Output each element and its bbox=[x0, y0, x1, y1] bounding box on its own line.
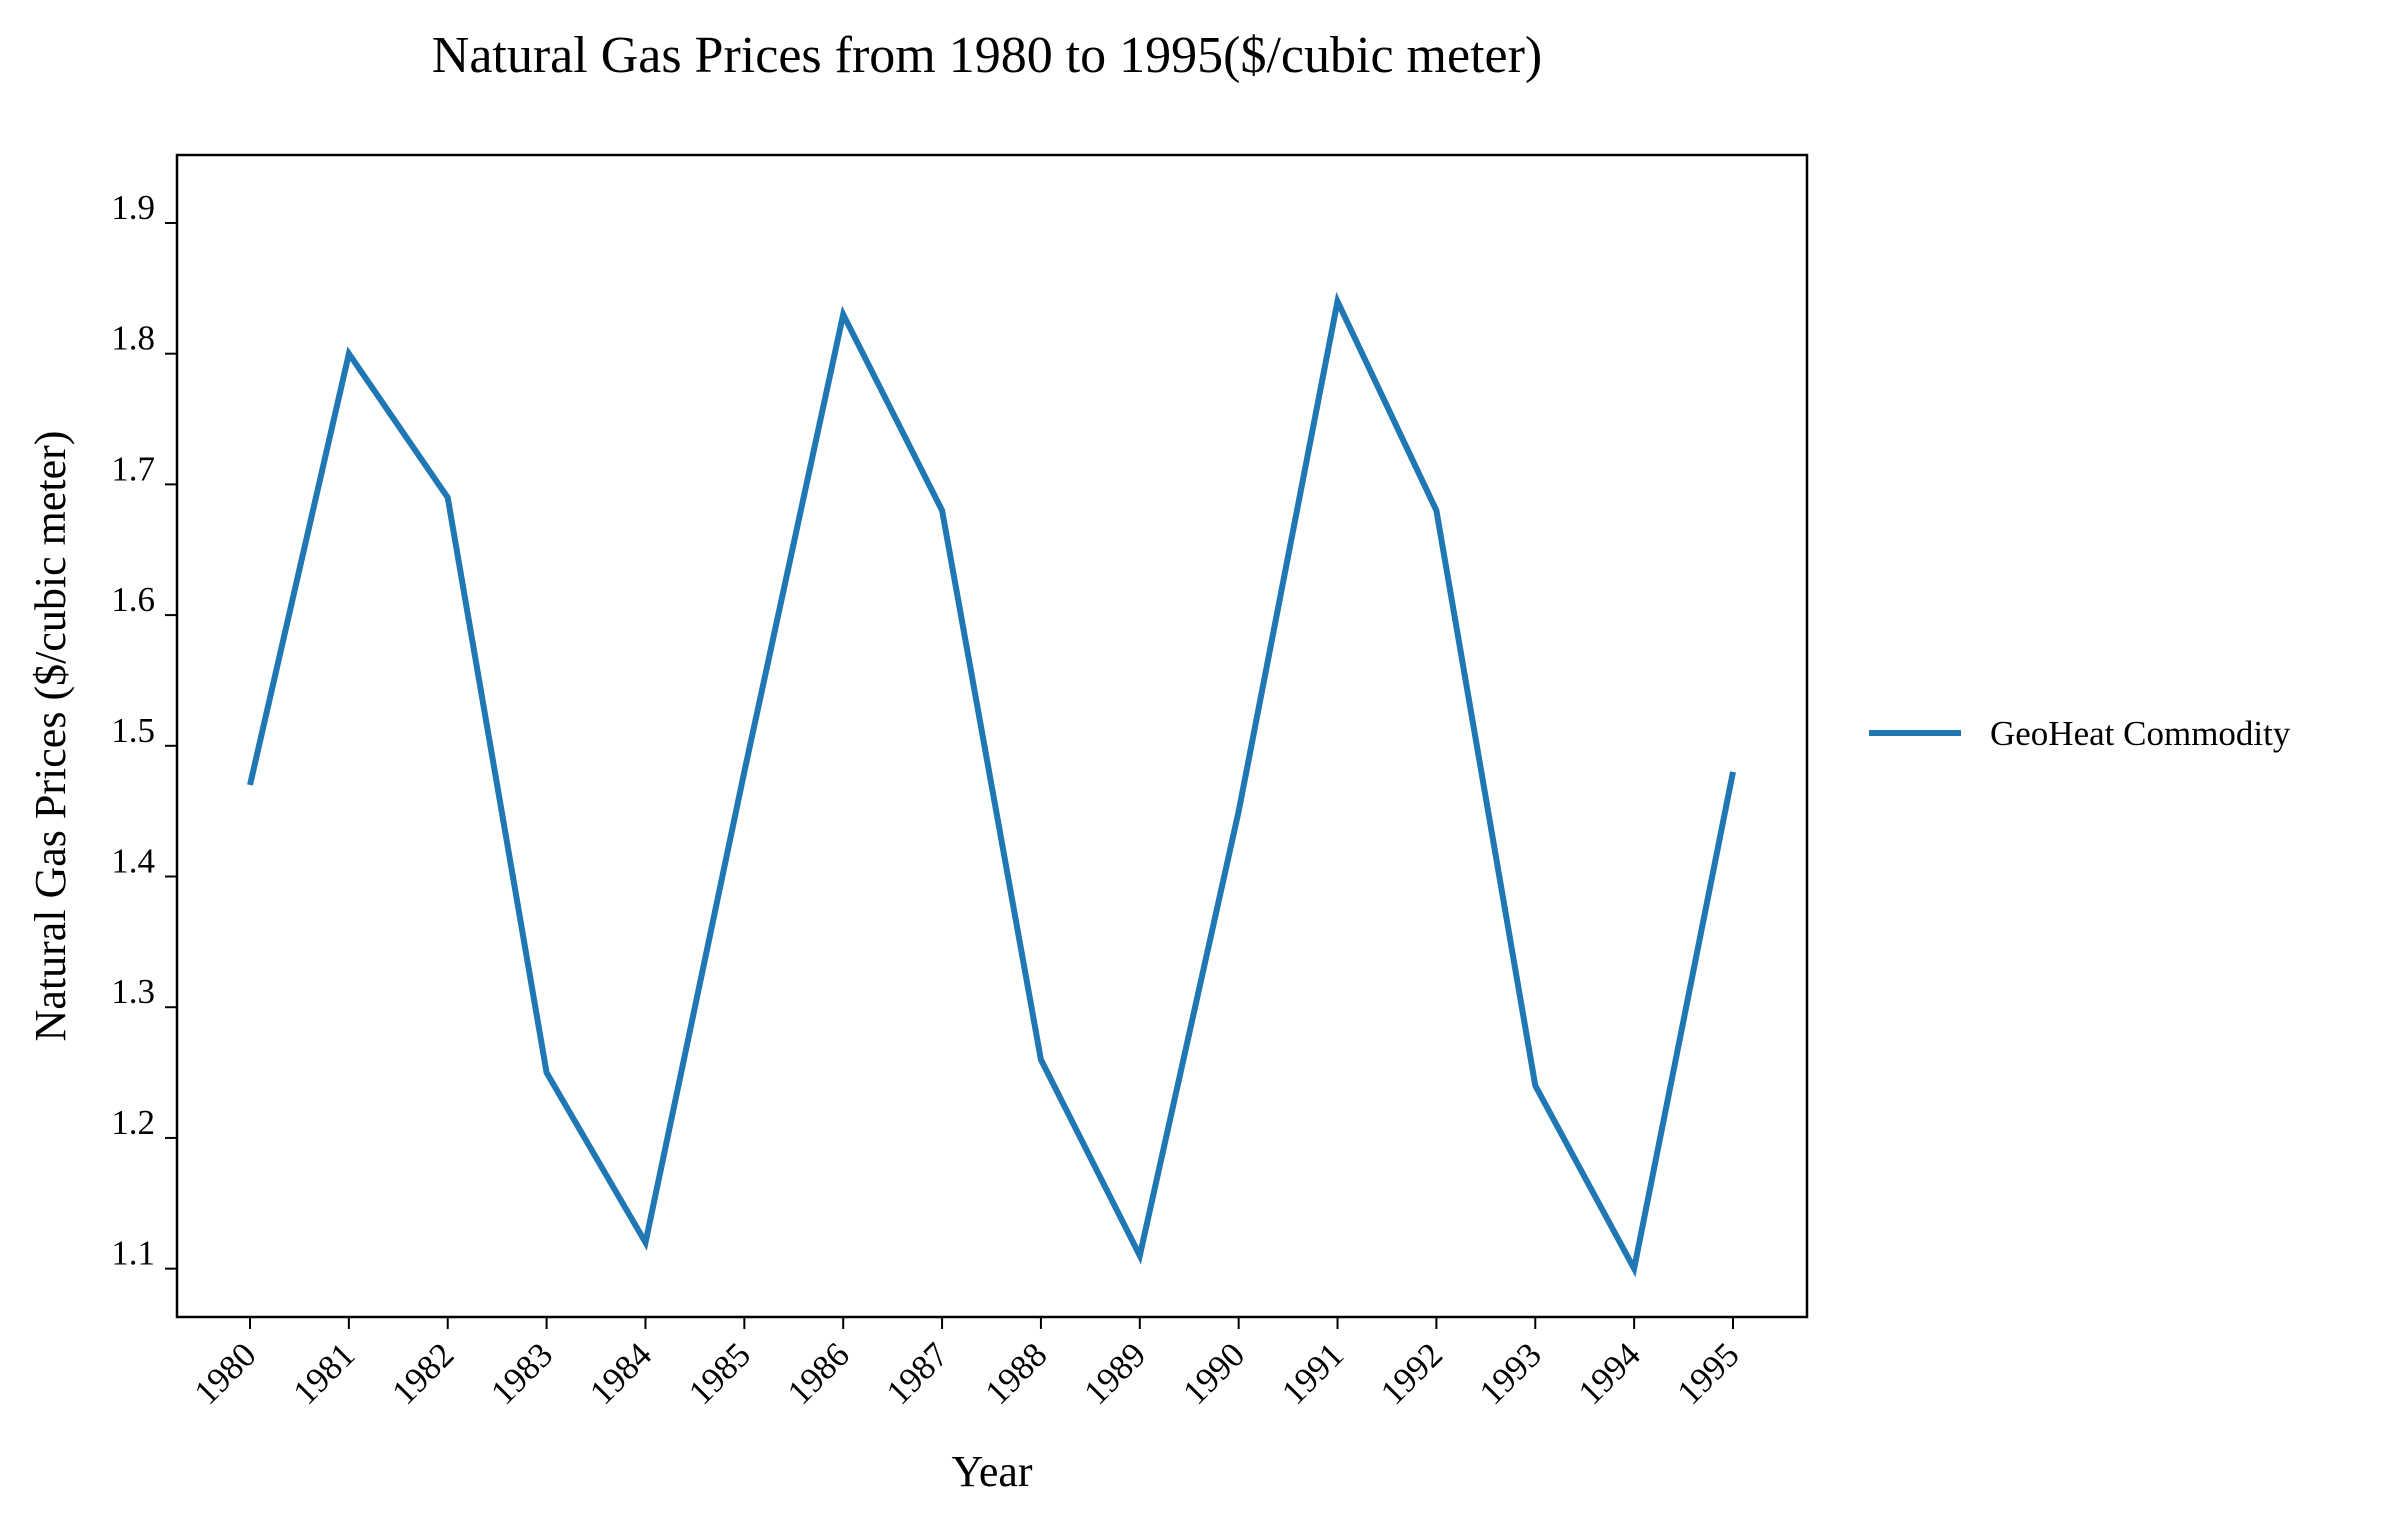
y-axis-label: Natural Gas Prices ($/cubic meter) bbox=[26, 431, 75, 1042]
y-tick-label: 1.1 bbox=[111, 1234, 155, 1273]
x-tick-label: 1992 bbox=[1373, 1335, 1450, 1412]
plot-area-frame bbox=[175, 153, 1809, 1319]
y-tick-label: 1.2 bbox=[111, 1103, 155, 1142]
legend-label: GeoHeat Commodity bbox=[1990, 714, 2291, 753]
x-tick-label: 1980 bbox=[187, 1335, 264, 1412]
y-tick-label: 1.6 bbox=[111, 580, 155, 619]
x-tick-label: 1994 bbox=[1571, 1335, 1648, 1412]
x-tick-label: 1981 bbox=[285, 1335, 362, 1412]
x-tick-label: 1991 bbox=[1274, 1335, 1351, 1412]
x-tick-label: 1989 bbox=[1076, 1335, 1153, 1412]
y-tick-label: 1.9 bbox=[111, 188, 155, 227]
legend: GeoHeat Commodity bbox=[1869, 714, 2291, 753]
x-tick-label: 1985 bbox=[681, 1335, 758, 1412]
x-tick-label: 1990 bbox=[1175, 1335, 1252, 1412]
x-tick-label: 1988 bbox=[978, 1335, 1055, 1412]
chart-title: Natural Gas Prices from 1980 to 1995($/c… bbox=[432, 27, 1542, 84]
x-axis-label: Year bbox=[951, 1447, 1032, 1496]
x-tick-label: 1993 bbox=[1472, 1335, 1549, 1412]
y-tick-label: 1.7 bbox=[111, 449, 155, 488]
x-axis: 1980 1981 1982 1983 1984 1985 1986 1987 1988 1989… bbox=[187, 1317, 1747, 1412]
x-tick-label: 1995 bbox=[1670, 1335, 1747, 1412]
x-tick-label: 1982 bbox=[384, 1335, 461, 1412]
y-tick-label: 1.5 bbox=[111, 711, 155, 750]
x-tick-label: 1984 bbox=[582, 1335, 659, 1412]
y-tick-label: 1.8 bbox=[111, 319, 155, 358]
x-tick-label: 1983 bbox=[483, 1335, 560, 1412]
x-tick-label: 1986 bbox=[780, 1335, 857, 1412]
x-tick-label: 1987 bbox=[879, 1335, 956, 1412]
y-tick-label: 1.3 bbox=[111, 972, 155, 1011]
series-line-0 bbox=[247, 291, 1736, 1278]
y-axis: 1.1 1.2 1.3 1.4 1.5 1.6 1.7 1.8 1.9 bbox=[111, 188, 177, 1273]
series-layer bbox=[247, 291, 1736, 1278]
y-tick-label: 1.4 bbox=[111, 842, 155, 881]
